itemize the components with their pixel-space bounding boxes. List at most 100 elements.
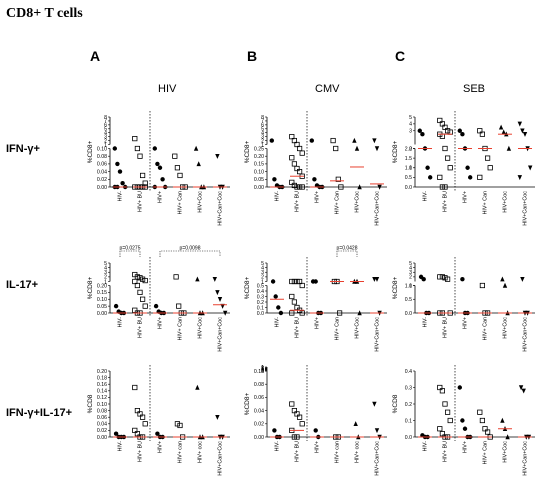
x-tick-label: HIV+Can+Coc	[218, 441, 224, 476]
data-point	[460, 418, 465, 423]
y-tick-label: 0.14	[97, 389, 107, 395]
data-point	[157, 165, 163, 170]
data-point	[517, 175, 522, 181]
data-point	[428, 175, 433, 180]
data-point	[117, 169, 123, 174]
y-tick-label: 0.00	[97, 435, 107, 441]
x-tick-label: HIV+Can+Coc	[218, 317, 224, 352]
x-tick-label: HIV+	[463, 191, 469, 203]
y-tick-label: 3	[104, 270, 107, 276]
x-tick-label: HIV+ can	[178, 441, 184, 463]
data-point	[353, 421, 358, 426]
y-tick-label: 1.0	[405, 283, 412, 289]
x-tick-label: HIV+ Can	[483, 317, 489, 341]
y-tick-label: 5	[409, 261, 412, 267]
data-point	[505, 434, 510, 440]
row-label: IFN-γ+	[6, 143, 40, 155]
data-point	[502, 282, 508, 288]
data-point	[465, 165, 470, 170]
x-tick-label: HIV+ coc	[198, 441, 204, 463]
y-tick-label: 5	[261, 127, 264, 133]
data-point	[177, 422, 183, 429]
x-tick-label: HIV+ BU	[295, 441, 301, 462]
data-point	[501, 129, 506, 135]
y-tick-label: 2	[261, 275, 264, 281]
y-tick-label: 1.5	[405, 156, 412, 162]
y-tick-label: 0.15	[254, 162, 264, 168]
data-point	[195, 276, 200, 282]
data-point	[498, 124, 504, 130]
data-point	[522, 131, 528, 137]
y-tick-label: 0.0	[405, 185, 412, 191]
data-point	[153, 303, 159, 309]
y-tick-label: 0.00	[97, 311, 107, 317]
data-point	[462, 426, 468, 431]
data-point	[289, 293, 295, 300]
y-tick-label: 0.00	[254, 435, 264, 441]
x-tick-label: HIV+	[158, 317, 164, 329]
data-point	[372, 401, 377, 407]
data-point	[296, 414, 303, 420]
data-point	[296, 168, 303, 175]
x-tick-label: HIV+Coc	[503, 317, 509, 339]
column-title: CMV	[315, 83, 340, 95]
y-tick-label: 0.5	[405, 175, 412, 181]
y-tick-label: 2	[104, 138, 107, 144]
data-point	[134, 407, 140, 414]
x-tick-label: HIV-	[423, 441, 429, 452]
data-point	[460, 131, 465, 137]
data-point	[299, 421, 305, 427]
data-point	[269, 138, 274, 143]
data-point	[520, 128, 525, 134]
x-tick-label: HIV+Can+Coc	[375, 317, 381, 352]
data-point	[487, 165, 493, 171]
data-point	[482, 426, 488, 432]
y-tick-label: 2	[261, 138, 264, 144]
chart-panel: 0.0 0.5 1.0 1.5 2.0 1 2 345 %CD8+ HIV- HIV+ BU HIV+…	[392, 111, 535, 226]
data-point	[272, 177, 277, 182]
data-point	[120, 180, 125, 186]
y-tick-label: 6	[104, 123, 107, 129]
data-point	[479, 417, 486, 424]
x-tick-label: HIV+Can+Coc	[218, 191, 224, 226]
data-point	[439, 388, 446, 394]
data-point	[139, 414, 146, 420]
x-tick-label: HIV-	[275, 191, 281, 202]
data-point	[313, 279, 318, 284]
y-tick-label: 0.16	[97, 382, 107, 388]
x-tick-label: HIV+Can+Coc	[375, 441, 381, 476]
data-point	[457, 128, 462, 133]
data-point	[137, 153, 143, 159]
y-tick-label: 0.20	[97, 283, 107, 289]
data-point	[273, 294, 278, 299]
y-tick-label: 0.00	[254, 185, 264, 191]
significance-bracket	[336, 250, 358, 257]
y-tick-label: 0.02	[254, 422, 264, 428]
data-point	[291, 161, 298, 167]
x-tick-label: HIV+ BU	[443, 317, 449, 338]
data-point	[289, 278, 295, 285]
data-point	[160, 177, 165, 182]
y-tick-label: 0.10	[97, 402, 107, 408]
data-point	[468, 175, 473, 180]
data-point	[442, 124, 448, 130]
data-point	[528, 165, 533, 171]
data-point	[294, 278, 300, 285]
y-tick-label: 0.15	[97, 290, 107, 296]
y-tick-label: 3	[104, 134, 107, 140]
data-point	[276, 305, 281, 310]
y-tick-label: 0.06	[254, 395, 264, 401]
x-tick-label: HIV+ BU	[443, 441, 449, 462]
data-point	[299, 150, 305, 156]
data-point	[333, 145, 339, 152]
data-point	[417, 128, 422, 133]
data-point	[338, 184, 344, 190]
data-point	[444, 409, 451, 415]
data-point	[444, 128, 451, 134]
data-point	[479, 131, 486, 137]
data-point	[134, 282, 140, 289]
data-point	[421, 276, 426, 282]
data-point	[270, 279, 276, 284]
